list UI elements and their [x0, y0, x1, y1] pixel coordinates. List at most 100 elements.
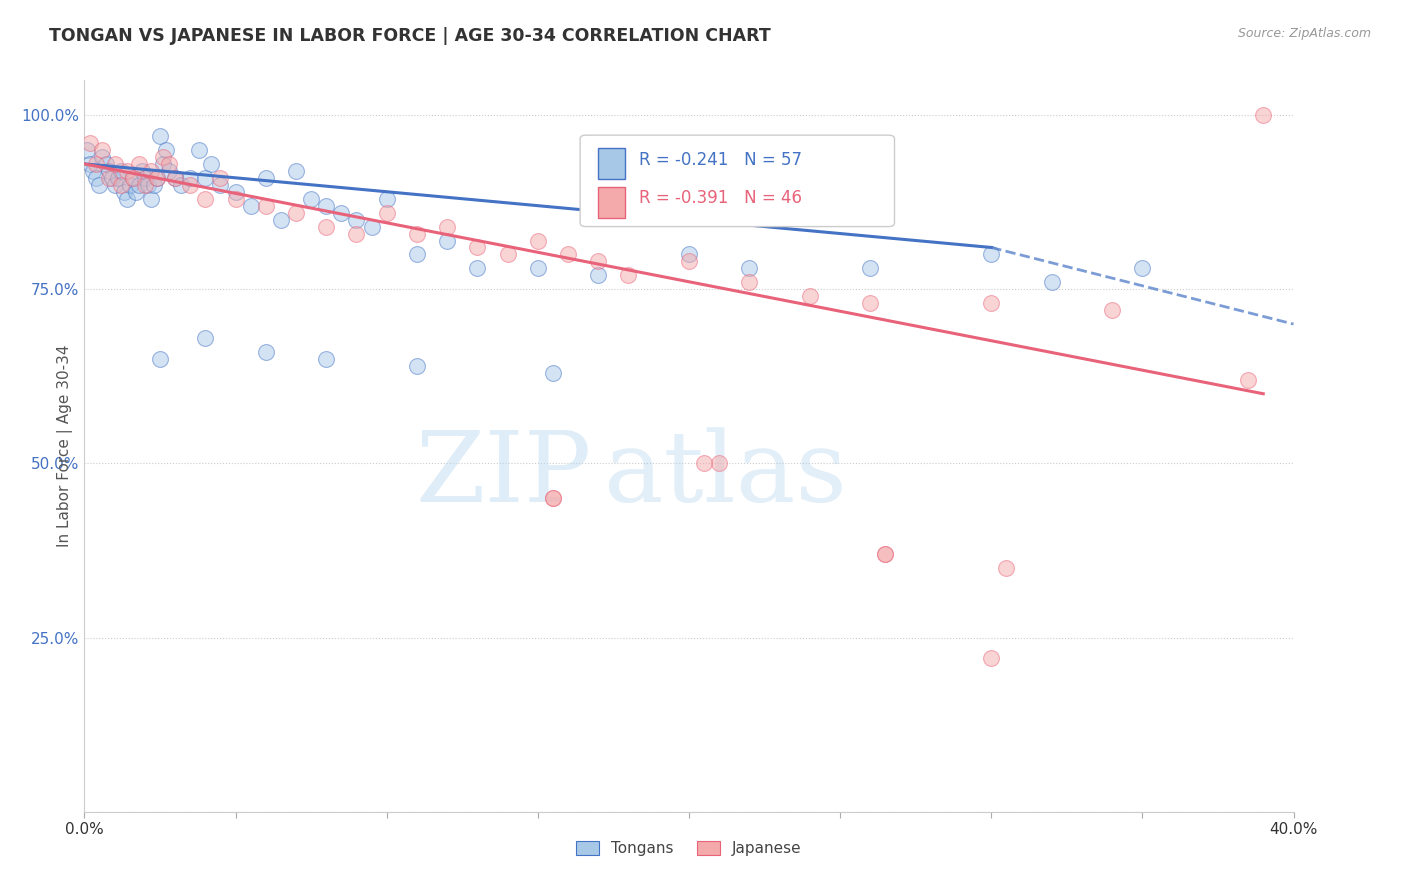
- Point: [97, 170, 120, 185]
- Point: [107, 170, 129, 185]
- Point: [149, 351, 172, 366]
- Point: [375, 192, 398, 206]
- Point: [121, 170, 143, 185]
- Point: [179, 170, 201, 185]
- Point: [406, 227, 429, 241]
- Point: [86, 157, 108, 171]
- Point: [859, 261, 882, 276]
- Point: [200, 157, 222, 171]
- Point: [128, 157, 150, 171]
- Point: [496, 247, 519, 261]
- Point: [738, 261, 761, 276]
- Point: [270, 212, 292, 227]
- Point: [82, 164, 104, 178]
- FancyBboxPatch shape: [599, 187, 624, 218]
- Point: [194, 331, 217, 345]
- Point: [436, 219, 458, 234]
- Point: [285, 164, 308, 178]
- Point: [209, 170, 232, 185]
- Point: [541, 366, 564, 380]
- Point: [859, 296, 882, 310]
- Point: [165, 170, 187, 185]
- Text: TONGAN VS JAPANESE IN LABOR FORCE | AGE 30-34 CORRELATION CHART: TONGAN VS JAPANESE IN LABOR FORCE | AGE …: [49, 27, 770, 45]
- Point: [406, 247, 429, 261]
- Point: [89, 178, 111, 192]
- Point: [188, 143, 211, 157]
- Point: [152, 150, 174, 164]
- Point: [76, 143, 98, 157]
- Point: [179, 178, 201, 192]
- Point: [315, 199, 337, 213]
- Point: [157, 164, 180, 178]
- Point: [170, 178, 193, 192]
- Point: [617, 268, 640, 283]
- Point: [110, 164, 132, 178]
- Point: [149, 128, 172, 143]
- Point: [541, 491, 564, 506]
- Point: [588, 268, 610, 283]
- Point: [118, 178, 141, 192]
- Point: [1130, 261, 1153, 276]
- Legend: Tongans, Japanese: Tongans, Japanese: [571, 835, 807, 863]
- Text: Source: ZipAtlas.com: Source: ZipAtlas.com: [1237, 27, 1371, 40]
- Point: [588, 254, 610, 268]
- Point: [875, 547, 897, 561]
- Point: [541, 491, 564, 506]
- Point: [709, 457, 731, 471]
- Point: [139, 164, 162, 178]
- Point: [254, 170, 277, 185]
- Point: [157, 157, 180, 171]
- Point: [91, 143, 114, 157]
- Point: [139, 192, 162, 206]
- Point: [346, 212, 368, 227]
- Point: [121, 170, 143, 185]
- Text: atlas: atlas: [605, 427, 846, 523]
- Point: [980, 651, 1002, 665]
- Point: [131, 164, 153, 178]
- Point: [104, 157, 127, 171]
- Point: [1237, 373, 1260, 387]
- Point: [315, 219, 337, 234]
- Point: [1040, 275, 1063, 289]
- Point: [330, 205, 353, 219]
- Point: [110, 178, 132, 192]
- Point: [125, 185, 148, 199]
- Point: [875, 547, 897, 561]
- Point: [436, 234, 458, 248]
- FancyBboxPatch shape: [581, 135, 894, 227]
- Text: R = -0.241   N = 57: R = -0.241 N = 57: [640, 152, 803, 169]
- Point: [285, 205, 308, 219]
- Point: [115, 192, 138, 206]
- FancyBboxPatch shape: [599, 148, 624, 179]
- Point: [134, 178, 156, 192]
- Point: [346, 227, 368, 241]
- Point: [86, 170, 108, 185]
- Point: [527, 234, 550, 248]
- Point: [112, 185, 135, 199]
- Point: [406, 359, 429, 373]
- Point: [152, 157, 174, 171]
- Point: [254, 345, 277, 359]
- Y-axis label: In Labor Force | Age 30-34: In Labor Force | Age 30-34: [58, 344, 73, 548]
- Point: [209, 178, 232, 192]
- Point: [194, 170, 217, 185]
- Point: [91, 150, 114, 164]
- Point: [79, 136, 101, 150]
- Point: [225, 185, 247, 199]
- Point: [557, 247, 579, 261]
- Point: [467, 261, 489, 276]
- Point: [527, 261, 550, 276]
- Point: [155, 143, 177, 157]
- Point: [1101, 303, 1123, 318]
- Point: [165, 170, 187, 185]
- Point: [299, 192, 322, 206]
- Point: [360, 219, 382, 234]
- Point: [375, 205, 398, 219]
- Point: [738, 275, 761, 289]
- Point: [980, 247, 1002, 261]
- Point: [97, 164, 120, 178]
- Text: R = -0.391   N = 46: R = -0.391 N = 46: [640, 188, 803, 207]
- Point: [79, 157, 101, 171]
- Point: [94, 157, 117, 171]
- Point: [980, 296, 1002, 310]
